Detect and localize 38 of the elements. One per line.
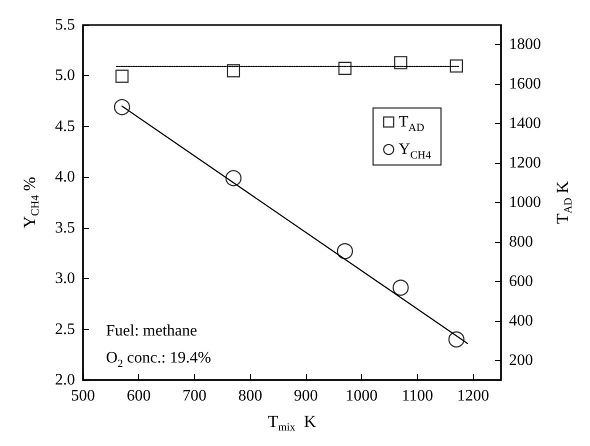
y2-tick-label: 1000 <box>509 194 541 211</box>
point <box>338 62 352 75</box>
x-tick-label: 500 <box>71 388 95 404</box>
x-tick-label: 700 <box>182 388 206 404</box>
annotation: Fuel: methane <box>106 322 198 340</box>
x-tick-label: 800 <box>238 388 262 404</box>
point <box>115 70 129 83</box>
x-tick-label: 900 <box>294 388 318 404</box>
y2-tick-label: 800 <box>509 233 533 250</box>
point <box>392 280 409 296</box>
y2-tick-label: 1200 <box>509 154 541 172</box>
point <box>448 331 465 348</box>
x-tick-label: 600 <box>126 388 151 404</box>
y2-axis-title: TAD K <box>553 180 574 224</box>
y-tick-label: 3.5 <box>55 219 75 236</box>
y-tick-label: 5.5 <box>55 16 75 34</box>
y2-tick-label: 1800 <box>509 36 541 54</box>
y-tick-label: 4.0 <box>55 168 75 186</box>
y2-tick-label: 400 <box>509 312 533 330</box>
y-axis-title: YCH4 % <box>20 176 42 228</box>
y-tick-label: 2.5 <box>55 320 75 338</box>
y-tick-label: 4.5 <box>55 118 75 135</box>
point <box>450 59 464 73</box>
y2-tick-label: 1400 <box>509 115 541 132</box>
x-tick-label: 1200 <box>457 388 490 404</box>
y2-tick-label: 600 <box>509 272 533 290</box>
y2-tick-label: 1600 <box>509 76 541 93</box>
x-tick-label: 1000 <box>346 388 378 404</box>
point <box>226 64 240 78</box>
point <box>394 56 408 70</box>
point <box>225 170 242 186</box>
y-tick-label: 3.0 <box>55 270 75 288</box>
y-tick-label: 5.0 <box>55 67 75 84</box>
point <box>114 99 130 116</box>
point <box>336 243 354 260</box>
x-tick-label: 1100 <box>402 388 434 404</box>
y-tick-label: 2.0 <box>55 372 75 388</box>
y2-tick-label: 200 <box>509 352 533 369</box>
